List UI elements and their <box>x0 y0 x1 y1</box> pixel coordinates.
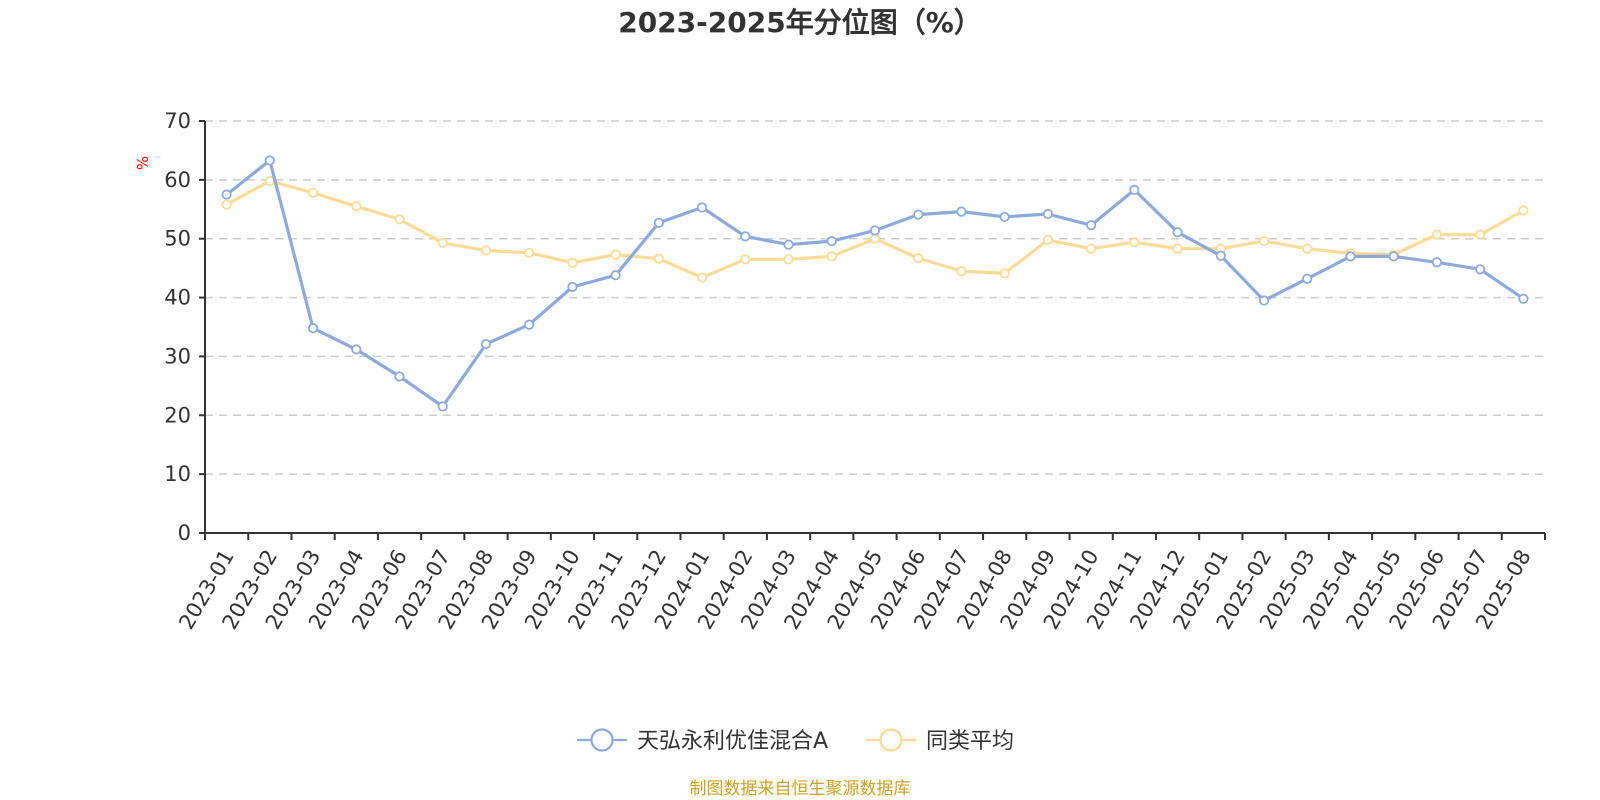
data-point[interactable] <box>653 253 664 264</box>
data-point[interactable] <box>696 202 708 213</box>
data-point[interactable] <box>653 217 664 228</box>
series-layer <box>221 155 1529 412</box>
data-point[interactable] <box>740 231 751 242</box>
data-point[interactable] <box>956 265 967 277</box>
y-tick-label: 50 <box>164 227 191 251</box>
data-point[interactable] <box>999 211 1010 223</box>
data-point[interactable] <box>394 371 405 382</box>
legend-marker <box>879 728 903 752</box>
data-point[interactable] <box>1258 235 1270 247</box>
legend-label: 同类平均 <box>926 729 1014 754</box>
series-0 <box>221 155 1529 412</box>
y-tick-label: 60 <box>164 168 191 192</box>
series-1 <box>221 175 1529 283</box>
data-point[interactable] <box>1172 243 1183 254</box>
data-point[interactable] <box>1172 227 1183 238</box>
data-point[interactable] <box>1086 243 1097 254</box>
data-point[interactable] <box>437 401 448 412</box>
data-point[interactable] <box>1388 251 1399 262</box>
data-point[interactable] <box>956 206 967 217</box>
y-tick-label: 70 <box>164 109 191 133</box>
data-point[interactable] <box>913 209 924 220</box>
data-point[interactable] <box>394 214 405 225</box>
data-point[interactable] <box>1518 205 1529 216</box>
data-point[interactable] <box>524 319 535 330</box>
data-point[interactable] <box>783 254 794 265</box>
y-tick-label: 40 <box>164 286 191 310</box>
data-point[interactable] <box>307 323 319 334</box>
data-point[interactable] <box>696 272 708 283</box>
data-point[interactable] <box>567 281 578 293</box>
data-point[interactable] <box>221 189 232 200</box>
y-tick-label: 10 <box>164 462 191 486</box>
data-point[interactable] <box>783 239 794 250</box>
y-axis-unit-label: % <box>134 156 152 170</box>
data-point[interactable] <box>740 254 751 265</box>
data-point[interactable] <box>1258 295 1270 306</box>
data-point[interactable] <box>610 270 621 281</box>
data-point[interactable] <box>221 199 232 210</box>
data-point[interactable] <box>999 268 1010 279</box>
data-point[interactable] <box>1302 273 1313 284</box>
data-point[interactable] <box>480 245 492 256</box>
series-line <box>225 158 1525 409</box>
data-point[interactable] <box>307 187 319 198</box>
data-point[interactable] <box>826 251 837 262</box>
y-tick-label: 30 <box>164 344 191 368</box>
data-point[interactable] <box>913 253 924 264</box>
data-point[interactable] <box>1475 229 1486 240</box>
data-point[interactable] <box>1215 250 1226 261</box>
data-point[interactable] <box>1518 293 1529 304</box>
data-point[interactable] <box>1431 257 1443 268</box>
data-point[interactable] <box>351 344 362 355</box>
legend-marker <box>590 728 614 752</box>
data-point[interactable] <box>1302 243 1313 254</box>
data-point[interactable] <box>264 155 275 166</box>
data-point[interactable] <box>1345 251 1356 262</box>
chart-title: 2023-2025年分位图（%） <box>618 6 982 39</box>
data-point[interactable] <box>1042 208 1054 220</box>
data-point[interactable] <box>567 257 578 268</box>
legend-item-1[interactable]: 同类平均 <box>866 728 1014 754</box>
data-point[interactable] <box>1431 229 1443 240</box>
data-point[interactable] <box>1129 237 1140 248</box>
data-point[interactable] <box>524 247 535 258</box>
data-point[interactable] <box>1475 264 1486 275</box>
legend-label: 天弘永利优佳混合A <box>637 729 828 754</box>
y-tick-label: 0 <box>178 521 191 545</box>
data-point[interactable] <box>826 235 837 247</box>
data-point[interactable] <box>437 237 448 248</box>
grid-lines <box>205 120 1545 475</box>
data-point[interactable] <box>1042 234 1054 245</box>
data-point[interactable] <box>1129 184 1140 195</box>
legend: 天弘永利优佳混合A 同类平均 <box>577 728 1014 754</box>
data-point[interactable] <box>351 201 362 212</box>
y-tick-label: 20 <box>164 403 191 427</box>
source-credit: 制图数据来自恒生聚源数据库 <box>690 779 911 799</box>
data-point[interactable] <box>869 233 881 244</box>
data-point[interactable] <box>1086 220 1097 231</box>
data-point[interactable] <box>480 338 492 350</box>
legend-item-0[interactable]: 天弘永利优佳混合A <box>577 728 828 754</box>
axes: 0102030405060702023-012023-022023-032023… <box>164 109 1546 633</box>
data-point[interactable] <box>610 249 621 260</box>
data-point[interactable] <box>869 225 881 236</box>
